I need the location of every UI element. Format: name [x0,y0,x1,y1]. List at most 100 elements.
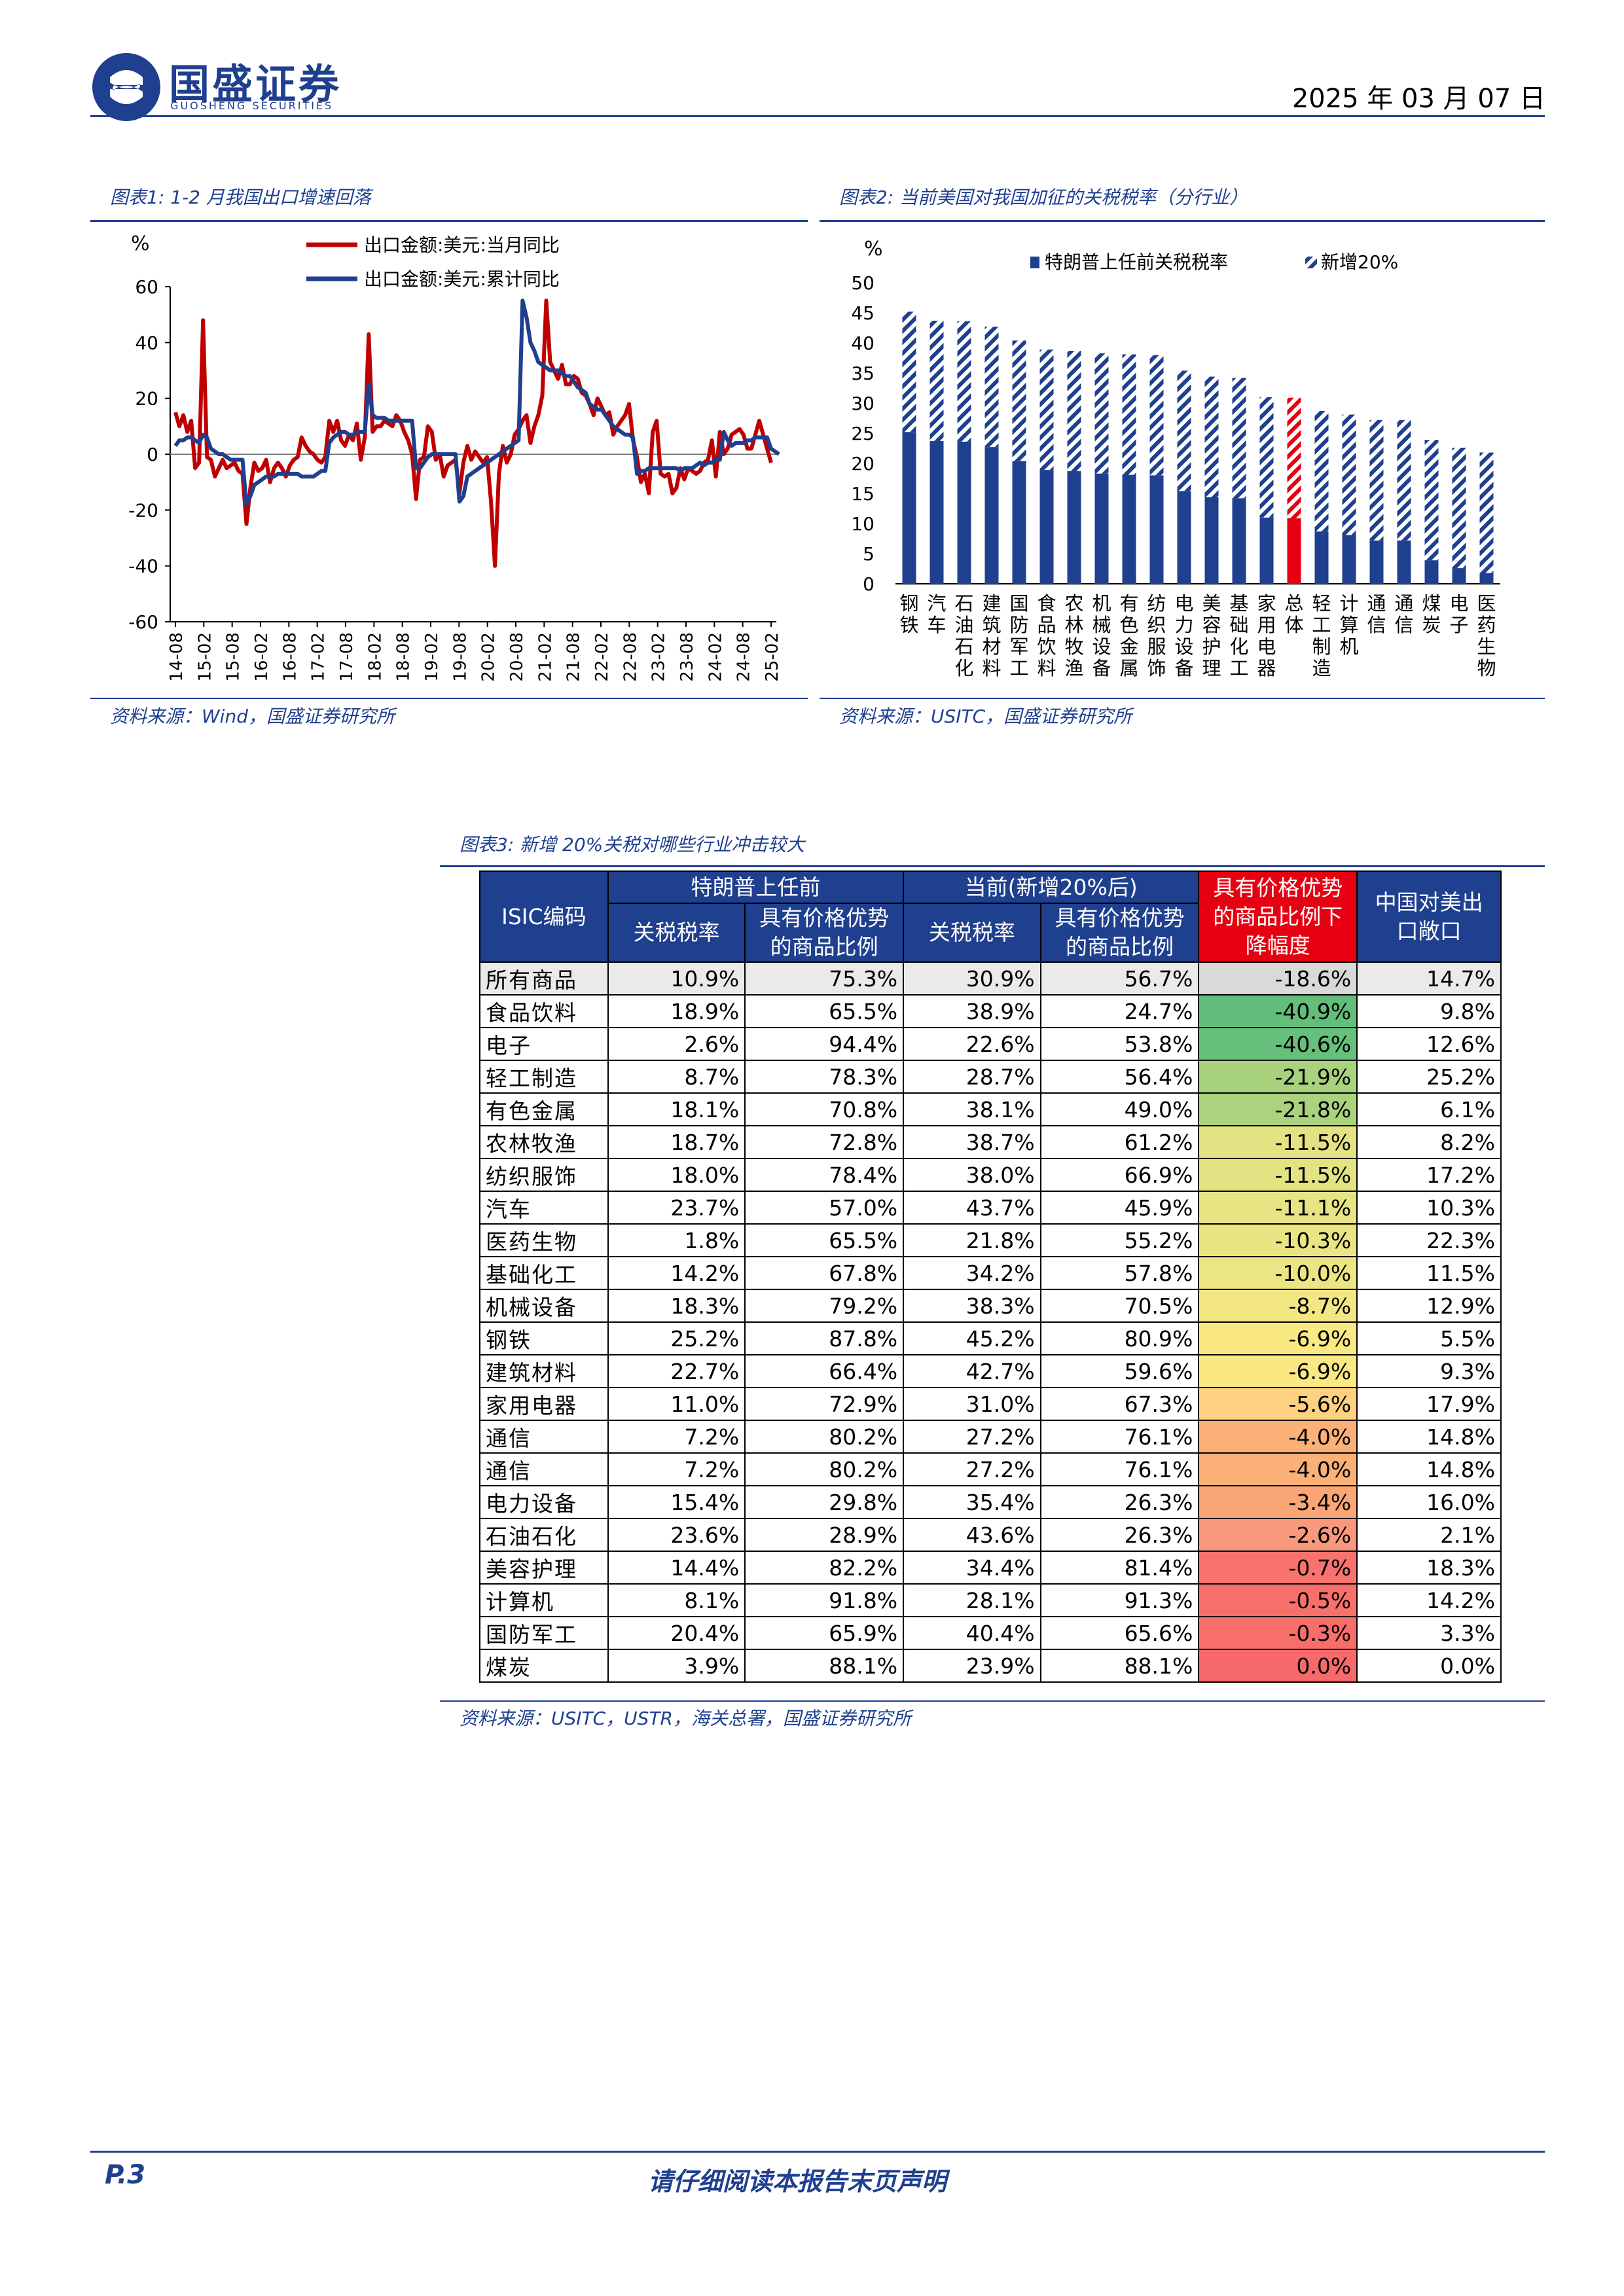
x-category-label: 化 [1229,636,1248,658]
export-exposure: 18.3% [1356,1551,1502,1585]
legend-label: 出口金额:美元:当月同比 [364,234,560,256]
fig3-bottom-rule [440,1700,1545,1702]
pre-tax-rate: 7.2% [607,1452,746,1486]
industry-name: 农林牧渔 [479,1125,609,1159]
bar-added [1204,376,1219,497]
bar-added [929,320,944,441]
pre-tax-rate: 10.9% [607,961,746,996]
x-category-label: 力 [1174,614,1193,636]
pre-price-advantage-share: 65.5% [744,1223,905,1257]
industry-name: 基础化工 [479,1256,609,1290]
header-exposure: 中国对美出 口敞口 [1356,870,1502,963]
report-date: 2025 年 03 月 07 日 [1291,84,1545,114]
disclaimer-notice: 请仔细阅读本报告末页声明 [648,2167,947,2196]
header-drop-line1: 具有价格优势 [1213,874,1343,901]
x-category-label: 炭 [1422,614,1441,636]
share-decline: -8.7% [1198,1289,1358,1323]
x-category-label: 础 [1229,614,1248,636]
cur-tax-rate: 27.2% [903,1420,1041,1454]
pre-price-advantage-share: 65.5% [744,994,905,1028]
x-tick-label: 17-08 [337,632,357,682]
x-category-label: 车 [927,614,946,636]
y-tick-label: 30 [851,393,875,414]
pre-tax-rate: 8.1% [607,1583,746,1617]
header-pre-share: 具有价格优势 的商品比例 [744,903,905,963]
y-tick-label: 50 [851,272,875,294]
x-category-label: 金 [1119,636,1138,658]
x-category-label: 食 [1037,592,1056,615]
bar-added [957,321,971,442]
cur-price-advantage-share: 76.1% [1039,1420,1200,1454]
cur-price-advantage-share: 56.7% [1039,961,1200,996]
industry-name: 所有商品 [479,961,609,996]
x-category-label: 林 [1064,614,1083,636]
bar-base [1122,475,1136,584]
x-category-label: 造 [1312,657,1331,679]
industry-name: 电力设备 [479,1485,609,1519]
table-row: 石油石化 23.6% 28.9% 43.6% 26.3% -2.6% 2.1% [479,1518,1502,1552]
x-category-label: 筑 [982,614,1001,636]
header-cur-tax: 关税税率 [903,903,1041,963]
industry-name: 纺织服饰 [479,1158,609,1192]
pre-tax-rate: 18.3% [607,1289,746,1323]
x-tick-label: 22-08 [621,632,640,682]
x-tick-label: 15-08 [224,632,244,682]
bar-base [902,432,916,584]
bar-added [1287,397,1301,518]
bar-base [1479,573,1494,584]
y-tick-label: -60 [128,611,158,633]
table-row: 钢铁 25.2% 87.8% 45.2% 80.9% -6.9% 5.5% [479,1321,1502,1355]
table-row: 煤炭 3.9% 88.1% 23.9% 88.1% 0.0% 0.0% [479,1649,1502,1683]
x-tick-label: 21-02 [535,632,555,682]
bar-base [1342,535,1356,584]
x-category-label: 品 [1037,614,1056,636]
x-category-label: 工 [1009,657,1028,679]
industry-name: 国防军工 [479,1616,609,1650]
pre-tax-rate: 1.8% [607,1223,746,1257]
bar-added [1039,350,1054,471]
x-category-label: 药 [1477,614,1496,636]
x-category-label: 牧 [1064,636,1083,658]
bar-added [1452,448,1466,569]
x-tick-label: 18-08 [394,632,414,682]
series-line-cumulative [173,298,780,507]
x-category-label: 军 [1009,636,1028,658]
x-tick-label: 24-08 [734,632,754,682]
bar-added [1259,397,1274,518]
x-category-label: 通 [1394,592,1413,615]
legend-swatch-added [1305,257,1317,268]
table-row: 美容护理 14.4% 82.2% 34.4% 81.4% -0.7% 18.3% [479,1551,1502,1585]
cur-price-advantage-share: 67.3% [1039,1387,1200,1421]
share-decline: -0.7% [1198,1551,1358,1585]
bar-base [1149,475,1164,584]
bar-base [1204,497,1219,584]
table-row: 纺织服饰 18.0% 78.4% 38.0% 66.9% -11.5% 17.2% [479,1158,1502,1192]
cur-price-advantage-share: 26.3% [1039,1485,1200,1519]
cur-tax-rate: 34.4% [903,1551,1041,1585]
bar-base [929,440,944,584]
x-tick-label: 19-08 [450,632,470,682]
export-exposure: 17.9% [1356,1387,1502,1421]
cur-tax-rate: 30.9% [903,961,1041,996]
y-tick-label: 15 [851,483,875,505]
x-category-label: 护 [1202,636,1221,658]
share-decline: -21.9% [1198,1060,1358,1094]
cur-tax-rate: 35.4% [903,1485,1041,1519]
x-tick-label: 17-02 [309,632,329,682]
bar-base [1067,471,1081,584]
x-category-label: 建 [982,592,1001,615]
export-exposure: 25.2% [1356,1060,1502,1094]
export-exposure: 5.5% [1356,1321,1502,1355]
pre-tax-rate: 18.1% [607,1092,746,1126]
y-tick-label: 35 [851,363,875,384]
x-category-label: 服 [1147,636,1166,658]
industry-name: 有色金属 [479,1092,609,1126]
fig2-chart: %50454035302520151050钢铁汽车石油石化建筑材料国防军工食品饮… [851,238,1500,679]
pre-tax-rate: 18.0% [607,1158,746,1192]
fig3-table: ISIC编码 特朗普上任前 当前(新增20%后) 具有价格优势 的商品比例下 降… [479,870,1502,1683]
x-tick-label: 19-02 [422,632,442,682]
pre-tax-rate: 22.7% [607,1354,746,1388]
cur-price-advantage-share: 49.0% [1039,1092,1200,1126]
x-category-label: 料 [1037,657,1056,679]
cur-tax-rate: 43.7% [903,1191,1041,1225]
